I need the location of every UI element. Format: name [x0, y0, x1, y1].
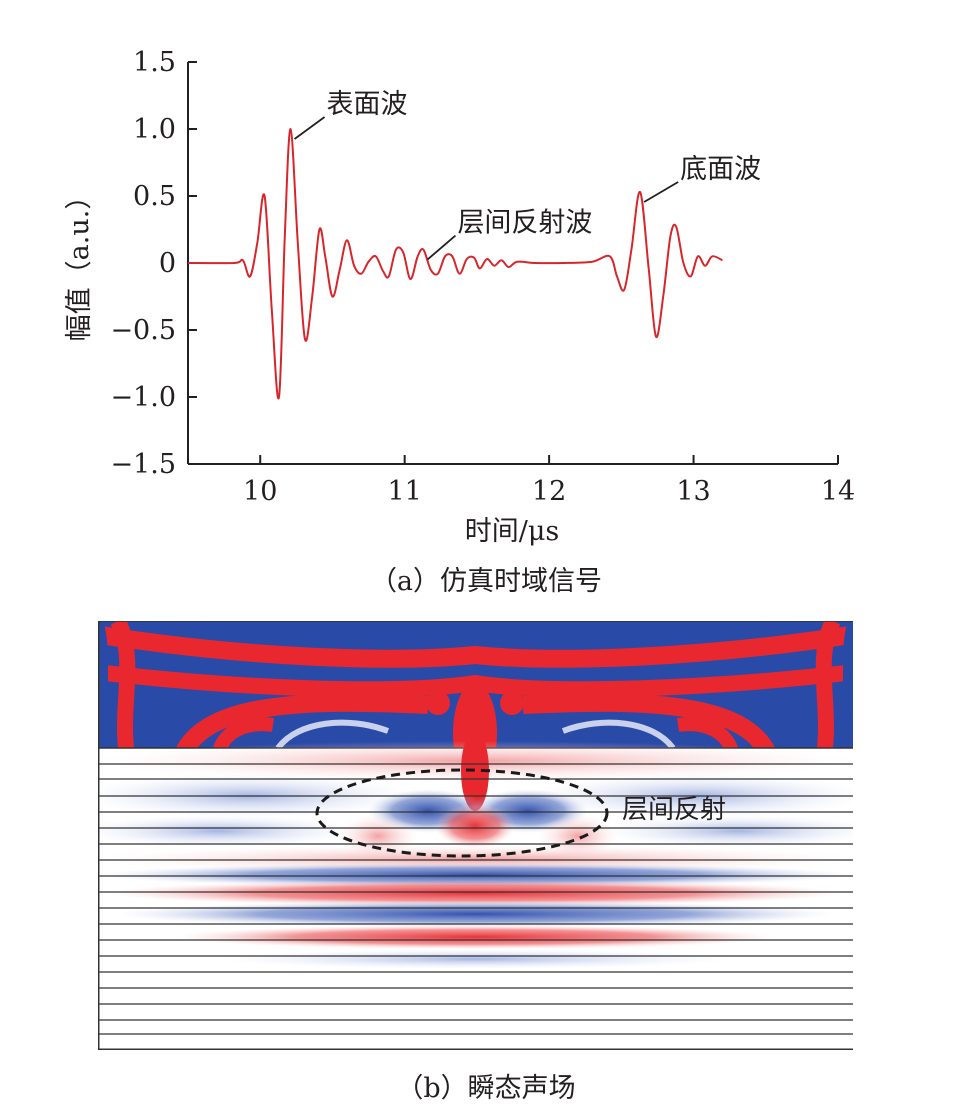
annotation-leader	[294, 116, 326, 140]
annotation-label: 表面波	[327, 89, 408, 120]
y-tick-label: 0.5	[133, 181, 176, 212]
caption-a: （a）仿真时域信号	[369, 566, 603, 597]
y-tick-label: −1.0	[110, 382, 176, 413]
signal-chart: 1.5 1.0 0.5 0 −0.5 −1.0 −1.5 10 11 12 13 14 表面波层间反射…	[64, 47, 855, 547]
lower-layer-field	[98, 731, 853, 969]
y-axis-label: 幅值（a.u.）	[64, 183, 95, 342]
y-tick-label: 1.5	[133, 47, 176, 78]
field-annotation: 层间反射	[622, 795, 726, 825]
x-tick-label: 11	[387, 476, 421, 507]
x-tick-label: 14	[821, 476, 855, 507]
annotation-label: 底面波	[680, 154, 761, 185]
x-tick-label: 10	[243, 476, 277, 507]
top-layer-field	[98, 621, 853, 748]
chart-ticks: 1.5 1.0 0.5 0 −0.5 −1.0 −1.5 10 11 12 13 14	[110, 47, 855, 507]
layer-boundaries	[98, 763, 853, 1035]
annotation-label: 层间反射波	[457, 208, 592, 239]
interlayer-reflection-ellipse	[315, 768, 609, 858]
annotation-leader	[426, 234, 457, 261]
x-axis-label: 时间/μs	[465, 516, 560, 547]
y-tick-label: −0.5	[110, 315, 176, 346]
y-tick-label: −1.5	[110, 449, 176, 480]
transient-field-panel: 层间反射	[98, 621, 853, 1050]
signal-series-line	[187, 127, 723, 400]
caption-b: （b）瞬态声场	[396, 1073, 576, 1104]
x-tick-label: 13	[676, 476, 710, 507]
annotation-leader	[643, 181, 679, 203]
y-tick-label: 0	[159, 248, 176, 279]
x-tick-label: 12	[532, 476, 566, 507]
y-tick-label: 1.0	[133, 114, 176, 145]
